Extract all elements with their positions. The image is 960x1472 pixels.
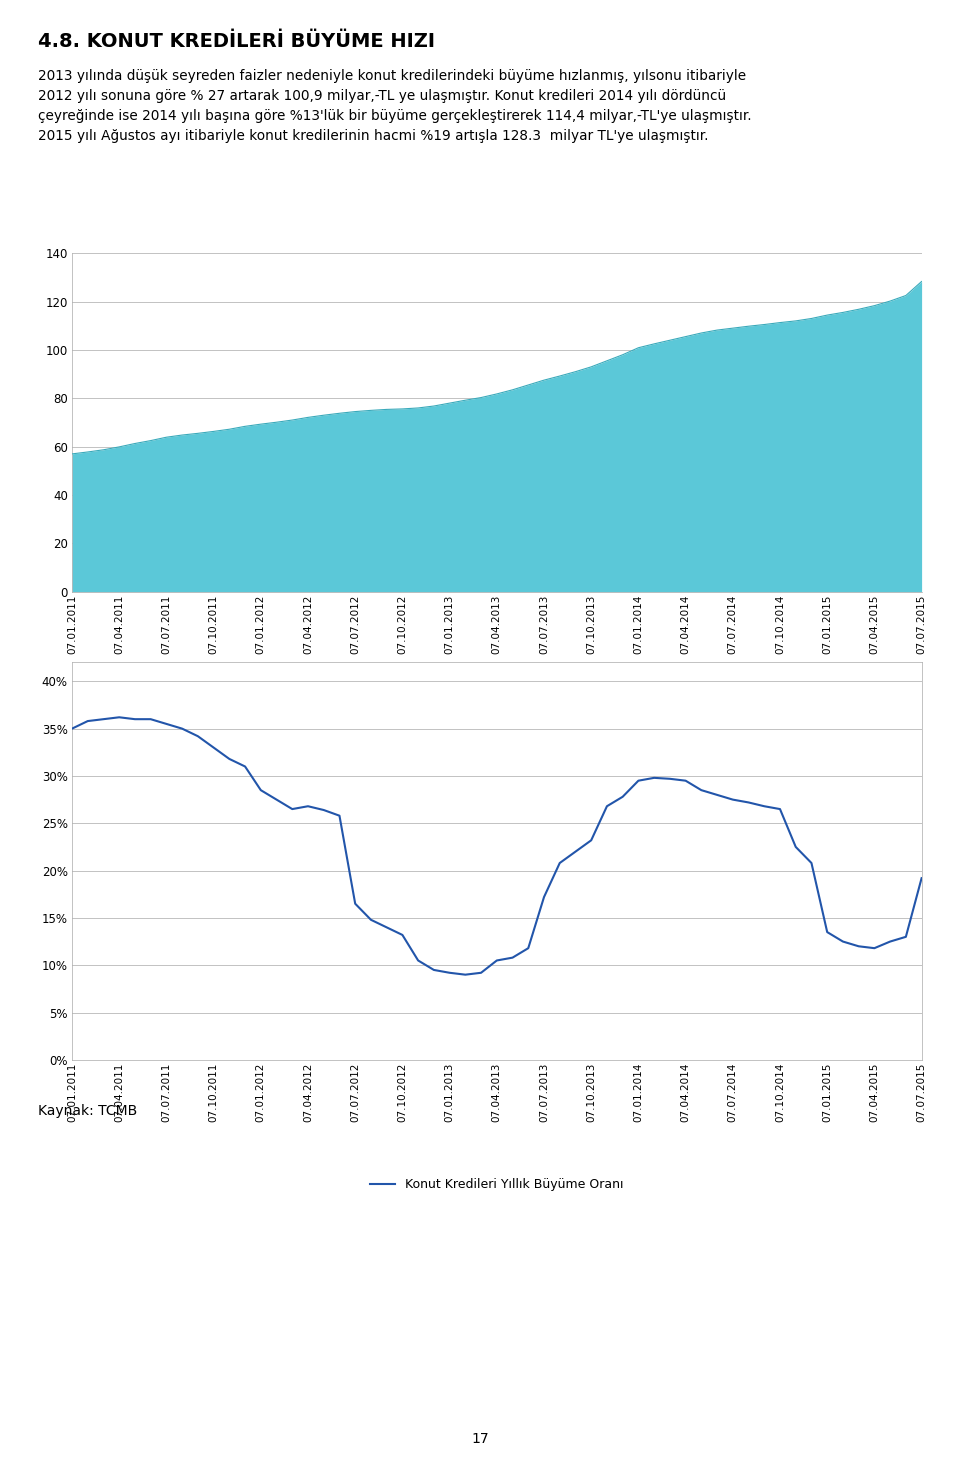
Text: 2013 yılında düşük seyreden faizler nedeniyle konut kredilerindeki büyüme hızlan: 2013 yılında düşük seyreden faizler nede…	[38, 69, 752, 143]
Legend: Konut Kredileri (Milyar TL): Konut Kredileri (Milyar TL)	[403, 699, 590, 712]
Text: 17: 17	[471, 1432, 489, 1446]
Text: Kaynak: TCMB: Kaynak: TCMB	[38, 1104, 137, 1119]
Text: 4.8. KONUT KREDİLERİ BÜYÜME HIZI: 4.8. KONUT KREDİLERİ BÜYÜME HIZI	[38, 32, 436, 50]
Legend: Konut Kredileri Yıllık Büyüme Oranı: Konut Kredileri Yıllık Büyüme Oranı	[365, 1173, 629, 1197]
